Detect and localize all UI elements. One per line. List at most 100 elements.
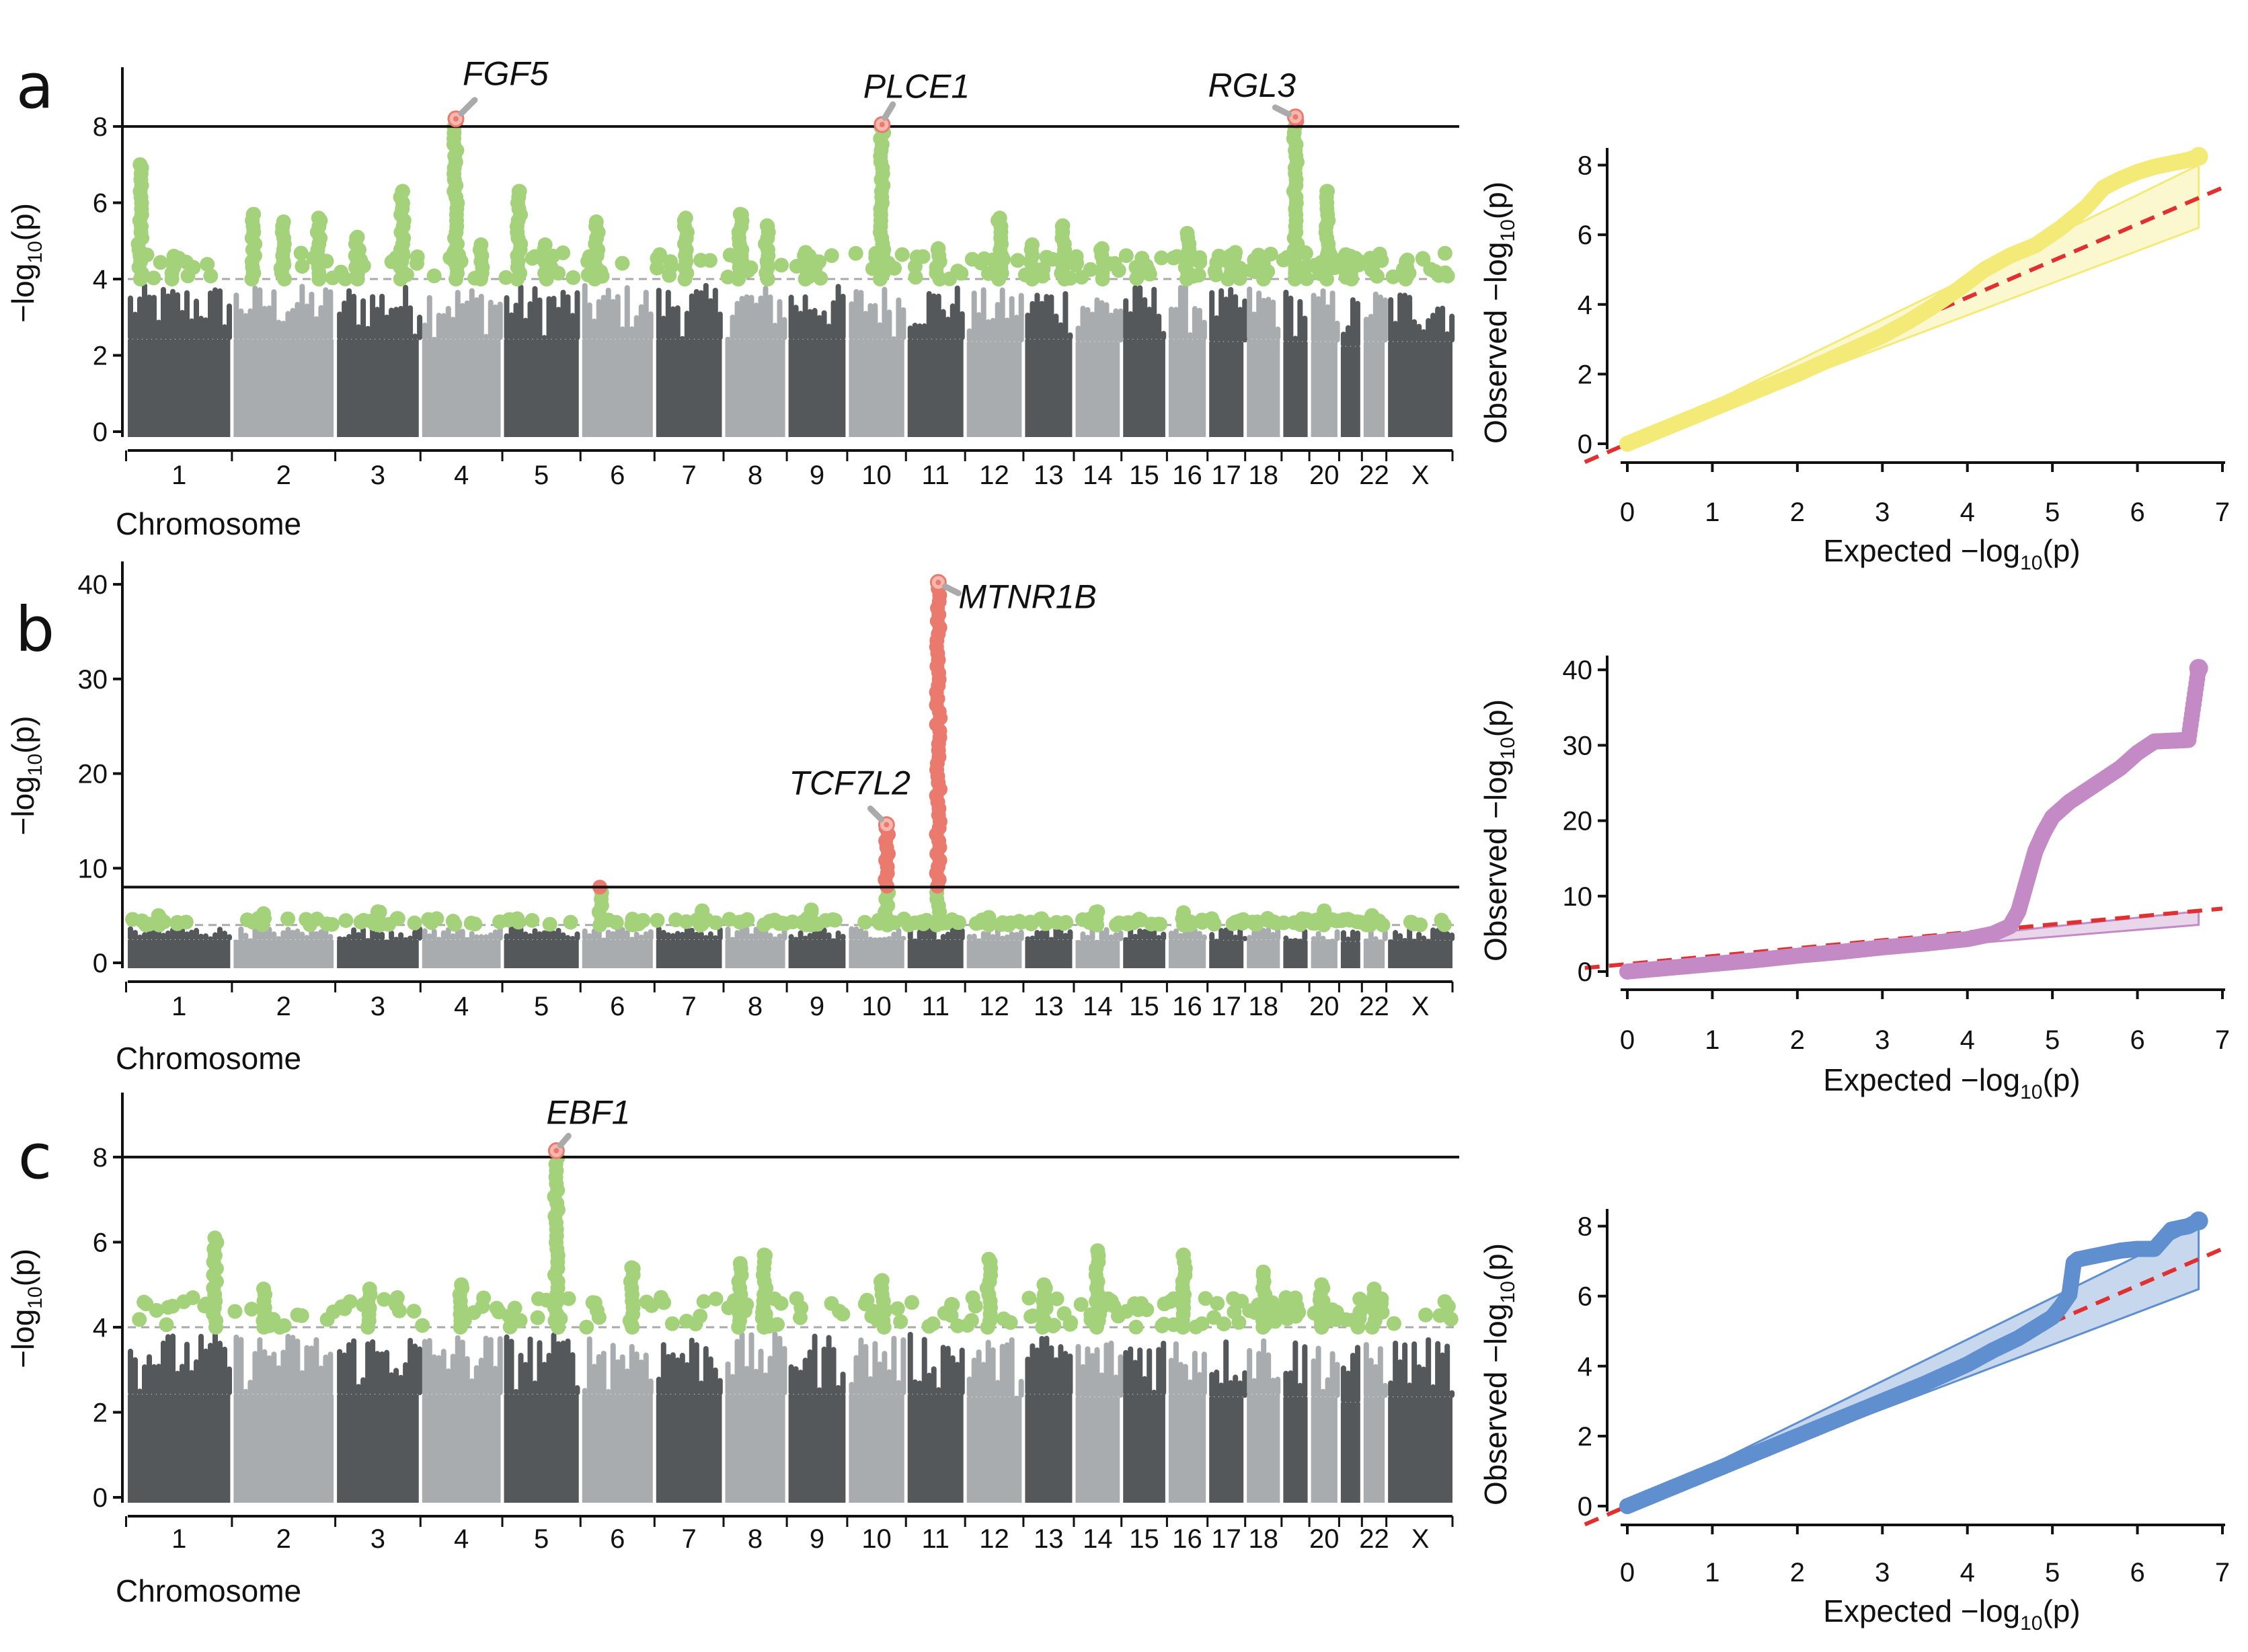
x-tick-label: 0 — [1620, 1558, 1635, 1587]
snp-column — [1283, 289, 1289, 343]
snp-column — [469, 1378, 475, 1396]
chromosome-tick-label: 9 — [810, 461, 824, 490]
snp-column — [504, 1334, 510, 1396]
snp-column — [478, 934, 484, 941]
snp-column — [266, 927, 272, 941]
snp-point — [615, 255, 630, 271]
snp-column — [1009, 1337, 1015, 1398]
snp-column — [931, 293, 937, 340]
snp-column — [703, 1346, 709, 1396]
snp-column — [180, 927, 185, 941]
snp-column — [532, 928, 538, 941]
snp-column — [777, 299, 783, 340]
snp-column — [1182, 283, 1188, 340]
snp-column — [999, 1343, 1005, 1398]
snp-column — [1350, 297, 1356, 348]
snp-column — [753, 927, 759, 941]
snp-column — [835, 1384, 841, 1396]
peak-chr22 — [1362, 908, 1380, 933]
snp-column — [440, 930, 447, 941]
snp-column — [299, 284, 305, 340]
snp-band — [1025, 1394, 1073, 1503]
snp-column — [980, 931, 986, 941]
snp-point — [180, 268, 196, 284]
chromosome-tick-label: 8 — [748, 461, 763, 490]
chromosome-3 — [337, 284, 423, 437]
snp-point — [732, 206, 748, 222]
y-axis-title-sub: 10 — [24, 1286, 46, 1308]
snp-point — [813, 270, 828, 286]
snp-point — [1106, 1298, 1122, 1314]
snp-point — [824, 248, 839, 264]
snp-column — [1030, 301, 1036, 340]
snp-point — [757, 917, 772, 933]
snp-column — [900, 1337, 906, 1396]
snp-column — [445, 1368, 451, 1396]
snp-column — [280, 320, 286, 340]
snp-column — [304, 303, 310, 340]
snp-column — [351, 1338, 357, 1396]
snp-point — [1055, 218, 1071, 233]
snp-column — [1030, 1343, 1036, 1396]
snp-column — [1187, 929, 1193, 941]
snp-column — [1214, 315, 1220, 343]
snp-column — [1048, 294, 1054, 340]
snp-column — [128, 926, 133, 941]
qq-point — [2189, 658, 2208, 678]
snp-column — [527, 1336, 533, 1396]
snp-column — [513, 303, 519, 340]
snp-column — [445, 927, 451, 941]
snp-column — [730, 314, 736, 340]
snp-column — [1048, 1345, 1054, 1396]
snp-column — [748, 1332, 754, 1396]
snp-point — [1021, 1290, 1037, 1306]
snp-column — [238, 926, 244, 941]
snp-band — [582, 939, 653, 968]
chromosome-tick-label: 22 — [1359, 461, 1389, 490]
peak-chr1 — [164, 249, 182, 287]
x-tick-label: 2 — [1790, 498, 1805, 527]
y-tick-label: 10 — [78, 854, 108, 883]
snp-point — [585, 1295, 600, 1310]
snp-column — [1402, 1342, 1408, 1398]
snp-column — [1099, 930, 1105, 941]
snp-column — [758, 1348, 764, 1396]
snp-band — [966, 342, 1022, 437]
snp-column — [1173, 1341, 1179, 1396]
snp-column — [365, 938, 371, 941]
snp-column — [1182, 1364, 1188, 1396]
snp-column — [1382, 1382, 1388, 1398]
snp-column — [1416, 1364, 1422, 1398]
snp-point — [890, 1301, 905, 1316]
y-tick-label: 4 — [93, 265, 108, 294]
snp-column — [1053, 313, 1059, 340]
x-axis-title: Chromosome — [116, 1041, 301, 1076]
peak-chr9 — [797, 245, 815, 287]
snp-band — [128, 339, 231, 437]
snp-column — [299, 931, 305, 941]
snp-column — [1315, 296, 1321, 343]
snp-column — [853, 1355, 859, 1396]
snp-column — [798, 1370, 804, 1396]
snp-point — [531, 1291, 547, 1306]
snp-column — [445, 305, 451, 340]
snp-point — [981, 1251, 997, 1267]
snp-column — [1266, 297, 1272, 340]
snp-column — [560, 932, 566, 941]
snp-column — [853, 288, 859, 340]
chromosome-16 — [1168, 283, 1207, 437]
snp-column — [689, 293, 695, 340]
snp-column — [633, 315, 639, 340]
snp-column — [767, 294, 773, 340]
snp-column — [1228, 929, 1234, 941]
snp-point — [1210, 1296, 1225, 1311]
snp-point — [708, 1291, 724, 1306]
y-axis-title-tail: (p) — [1478, 182, 1513, 219]
snp-column — [586, 1336, 592, 1396]
chromosome-21 — [1340, 1345, 1360, 1503]
snp-column — [1382, 297, 1388, 343]
snp-column — [863, 1343, 869, 1396]
snp-column — [217, 1341, 223, 1396]
snp-column — [132, 930, 138, 941]
snp-point — [563, 914, 578, 930]
